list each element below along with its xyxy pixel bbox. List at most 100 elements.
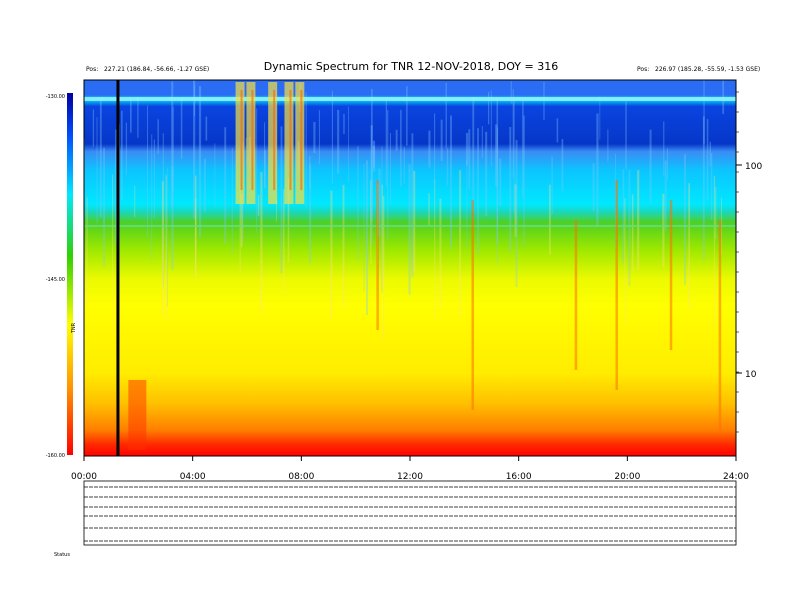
- striation: [551, 156, 553, 215]
- status-lines: [84, 486, 736, 542]
- striation: [450, 115, 452, 249]
- striation: [385, 98, 387, 187]
- y-tick-label: 10: [745, 370, 757, 380]
- x-tick-label: 00:00: [71, 472, 97, 482]
- striation: [224, 127, 227, 244]
- colorbar-label: TNR: [71, 322, 77, 334]
- striation: [709, 141, 711, 167]
- striation: [331, 90, 334, 184]
- striation: [180, 100, 183, 159]
- striation: [702, 116, 705, 261]
- striation: [387, 110, 389, 240]
- striation: [162, 133, 164, 288]
- burst-line: [471, 200, 474, 410]
- striation: [510, 80, 512, 104]
- striation: [171, 166, 174, 270]
- striation: [166, 167, 168, 307]
- striation: [239, 186, 241, 272]
- burst-line: [718, 220, 722, 430]
- striation: [509, 126, 512, 253]
- striation: [403, 147, 405, 184]
- x-tick-label: 12:00: [397, 472, 423, 482]
- striation: [596, 113, 599, 227]
- data-gap: [116, 80, 120, 456]
- burst-line: [574, 220, 578, 370]
- striation: [715, 187, 717, 240]
- burst-patch: [284, 82, 294, 204]
- striation: [134, 185, 136, 218]
- y-tick-label: 100: [745, 162, 762, 172]
- status-panel: [83, 480, 737, 546]
- striation: [649, 129, 652, 204]
- striation: [125, 122, 128, 175]
- striation: [256, 108, 258, 233]
- striation: [172, 106, 174, 190]
- striation: [434, 113, 436, 182]
- x-tick-label: 20:00: [614, 472, 640, 482]
- striation: [499, 158, 502, 206]
- spectrogram: [84, 80, 736, 456]
- radio-bursts: [128, 82, 722, 450]
- striation: [561, 139, 564, 192]
- burst-line: [615, 180, 618, 390]
- burst-patch: [268, 82, 278, 204]
- striation: [137, 97, 139, 138]
- striation: [260, 171, 263, 313]
- striation: [365, 160, 369, 315]
- striation: [264, 122, 266, 188]
- x-tick-label: 24:00: [723, 472, 749, 482]
- striation: [523, 115, 525, 248]
- striation: [198, 86, 202, 238]
- x-axis: 00:00 04:00 08:00 12:00 16:00 20:00 24:00: [71, 456, 749, 482]
- striation: [257, 194, 260, 216]
- striation: [439, 198, 442, 308]
- striation: [637, 170, 640, 270]
- colorbar-tick-label: -145.00: [46, 277, 65, 283]
- striation: [684, 154, 686, 285]
- burst-core: [240, 90, 243, 190]
- striation: [497, 127, 499, 266]
- striation: [115, 129, 117, 245]
- striation: [231, 147, 233, 254]
- striation: [477, 128, 479, 255]
- striation: [103, 147, 106, 267]
- striation: [706, 118, 709, 201]
- striation: [481, 126, 483, 159]
- striation: [86, 197, 88, 305]
- striation: [214, 143, 216, 208]
- striation: [662, 193, 665, 268]
- striation: [688, 183, 691, 308]
- striation: [625, 101, 627, 170]
- striation: [203, 158, 206, 212]
- striation: [490, 90, 492, 167]
- header-pos-right: 226.97 (185.28, -55.59, -1.53 GSE): [655, 66, 760, 73]
- striation: [309, 164, 312, 263]
- striation: [147, 105, 149, 238]
- striation: [465, 132, 469, 166]
- striation: [599, 96, 601, 140]
- striation: [446, 148, 449, 186]
- striation: [556, 118, 559, 143]
- x-tick-label: 16:00: [506, 472, 532, 482]
- burst-patch: [246, 82, 256, 204]
- x-tick-label: 04:00: [180, 472, 206, 482]
- striation: [347, 106, 349, 182]
- striation: [381, 184, 383, 287]
- striation: [703, 80, 705, 145]
- striation: [121, 110, 123, 201]
- striation: [666, 148, 669, 181]
- striation: [428, 193, 430, 226]
- burst-line: [376, 180, 379, 330]
- striation: [485, 131, 488, 217]
- striation: [631, 194, 634, 271]
- striation: [413, 171, 416, 273]
- striation: [466, 159, 468, 249]
- striation: [434, 179, 436, 318]
- striation: [157, 119, 159, 154]
- striation: [445, 82, 447, 149]
- striation: [515, 139, 518, 287]
- spectrogram-striations: [84, 80, 736, 341]
- striation: [370, 125, 373, 221]
- striation: [129, 99, 132, 133]
- data-gap-line: [116, 80, 120, 456]
